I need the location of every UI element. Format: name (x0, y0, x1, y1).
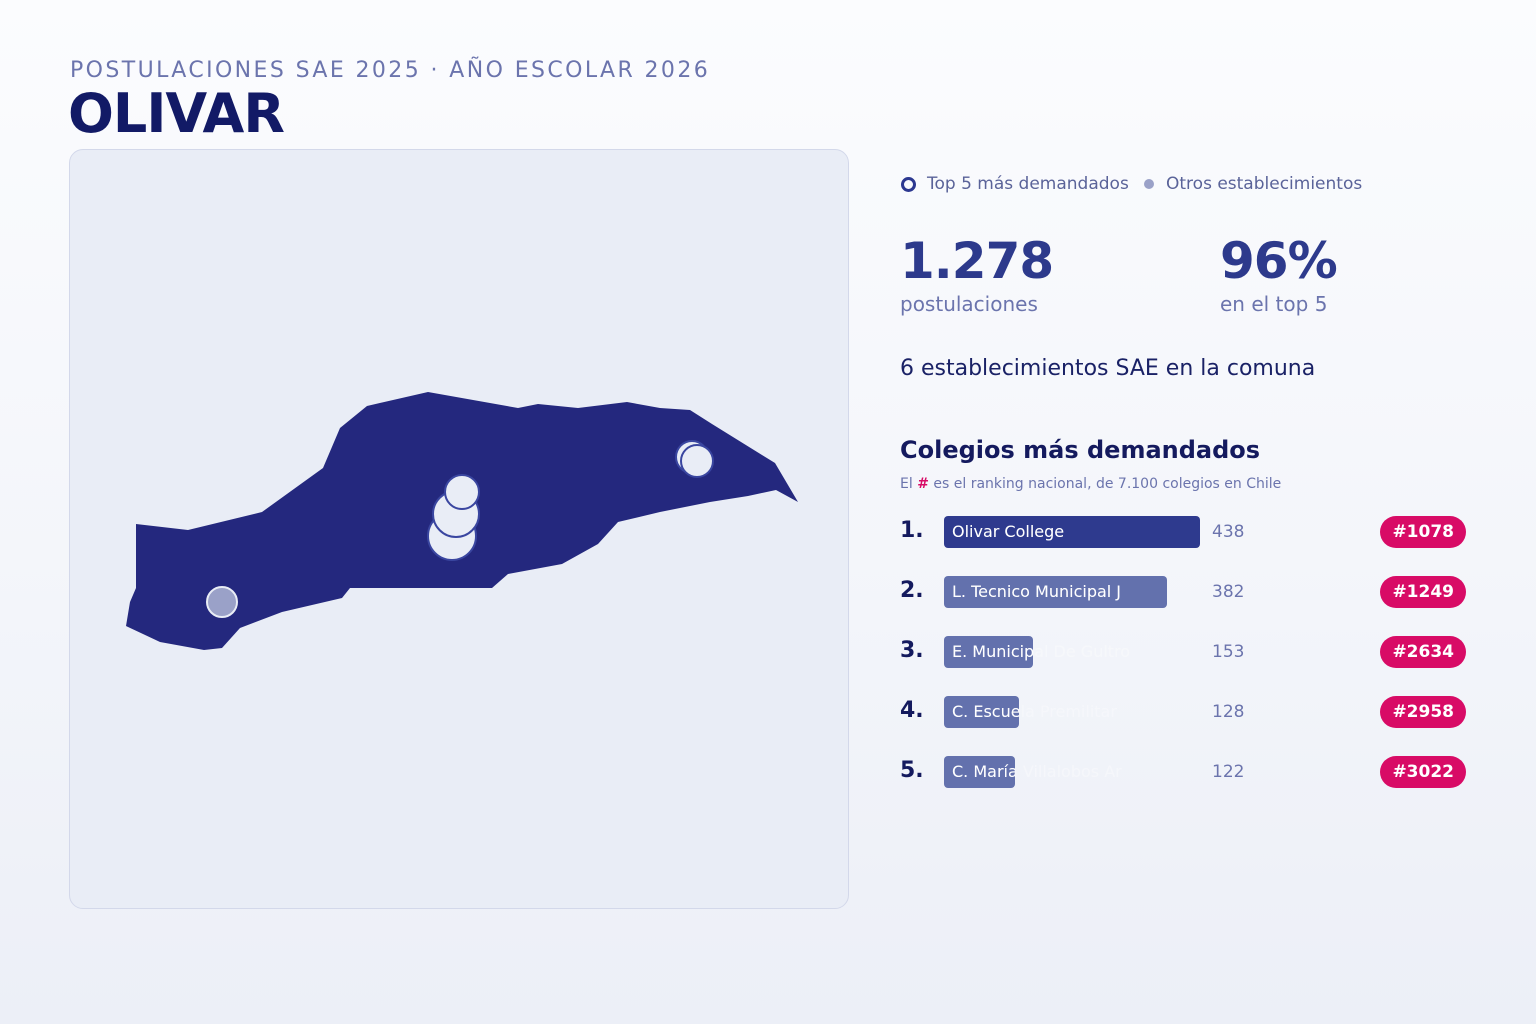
top5-ring-icon (901, 176, 916, 192)
school-marker-top5[interactable] (444, 474, 480, 510)
legend-others-label: Otros establecimientos (1166, 174, 1363, 194)
applications-label: postulaciones (900, 292, 1038, 316)
ranking-bar (944, 576, 1167, 608)
national-rank-badge: #1078 (1380, 516, 1466, 548)
applications-value: 128 (1212, 702, 1245, 722)
ranking-position: 4. (900, 698, 924, 723)
school-name-overflow: C. Escuela Premilitar (952, 702, 1117, 721)
ranking-row[interactable]: 1. Olivar College Olivar College 438 #1078 (900, 516, 1470, 548)
school-name-clip: C. María Villalobos Ar (900, 756, 1015, 788)
ranking-bar (944, 516, 1200, 548)
applications-value: 382 (1212, 582, 1245, 602)
page-kicker: POSTULACIONES SAE 2025 · AÑO ESCOLAR 202… (70, 58, 711, 83)
legend-item-others: Otros establecimientos (1144, 174, 1362, 194)
ranking-title: Colegios más demandados (900, 436, 1261, 464)
school-name-clip: C. Escuela Premilitar (900, 696, 1019, 728)
school-name-clip: Olivar College (900, 516, 1200, 548)
ranking-position: 3. (900, 638, 924, 663)
school-marker-other[interactable] (206, 586, 238, 618)
school-name: L. Tecnico Municipal J (952, 582, 1122, 601)
applications-value: 153 (1212, 642, 1245, 662)
ranking-subtitle-suffix: es el ranking nacional, de 7.100 colegio… (933, 476, 1282, 492)
legend-item-top5: Top 5 más demandados (901, 174, 1129, 194)
school-name-overflow: Olivar College (952, 522, 1065, 541)
applications-value: 438 (1212, 522, 1245, 542)
page-title: OLIVAR (68, 82, 285, 145)
ranking-subtitle-prefix: El (900, 476, 913, 492)
national-rank-badge: #3022 (1380, 756, 1466, 788)
commune-map (126, 392, 798, 650)
top5-share: 96% (1220, 232, 1338, 290)
ranking-position: 5. (900, 758, 924, 783)
school-marker-top5[interactable] (680, 444, 714, 478)
school-name-overflow: E. Municipal De Gultro (952, 642, 1131, 661)
school-name: C. María Villalobos Ar (952, 762, 1015, 781)
establishments-count: 6 establecimientos SAE en la comuna (900, 356, 1316, 381)
applications-value: 122 (1212, 762, 1245, 782)
map-panel[interactable] (69, 149, 849, 909)
ranking-row[interactable]: 2. L. Tecnico Municipal J L. Tecnico Munic… (900, 576, 1470, 608)
ranking-subtitle: El # es el ranking nacional, de 7.100 co… (900, 476, 1281, 492)
school-name: Olivar College (952, 522, 1065, 541)
national-rank-badge: #2958 (1380, 696, 1466, 728)
school-name-clip: E. Municipal De Gultro (900, 636, 1033, 668)
others-dot-icon (1144, 179, 1154, 189)
school-name-clip: L. Tecnico Municipal J (900, 576, 1167, 608)
national-rank-badge: #1249 (1380, 576, 1466, 608)
ranking-position: 2. (900, 578, 924, 603)
legend-top5-label: Top 5 más demandados (927, 174, 1129, 194)
ranking-position: 1. (900, 518, 924, 543)
school-name-overflow: C. María Villalobos Ar (952, 762, 1122, 781)
applications-count: 1.278 (900, 232, 1054, 290)
hash-symbol: # (917, 476, 929, 492)
ranking-bar (944, 636, 1033, 668)
school-name: E. Municipal De Gultro (952, 642, 1033, 661)
ranking-bar (944, 756, 1015, 788)
school-markers (206, 440, 714, 618)
top5-share-label: en el top 5 (1220, 292, 1328, 316)
national-rank-badge: #2634 (1380, 636, 1466, 668)
ranking-row[interactable]: 5.C. María Villalobos ArC. María Villalo… (900, 756, 1470, 788)
school-name-overflow: L. Tecnico Municipal J (952, 582, 1122, 601)
school-name: C. Escuela Premilitar (952, 702, 1019, 721)
ranking-bar (944, 696, 1019, 728)
